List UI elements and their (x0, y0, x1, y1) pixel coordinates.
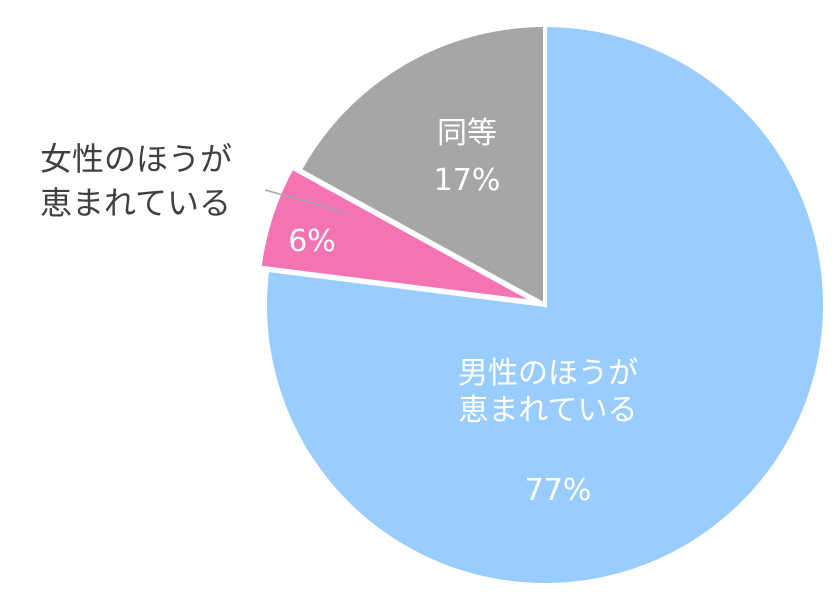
slice-label-male-line1: 男性のほうが (458, 356, 638, 391)
slice-value-male: 77% (525, 473, 592, 508)
slice-label-female-line1: 女性のほうが (40, 140, 232, 178)
slice-label-male-line2: 恵まれている (458, 393, 637, 428)
slice-label-female-line2: 恵まれている (40, 184, 231, 222)
slice-equal (296, 22, 547, 309)
slice-value-female: 6% (288, 224, 336, 259)
slice-female (257, 164, 539, 305)
slice-value-equal: 17% (434, 163, 501, 198)
slice-label-equal: 同等 (437, 116, 497, 151)
slices-layer (257, 22, 827, 587)
leader-line-female (264, 189, 349, 214)
